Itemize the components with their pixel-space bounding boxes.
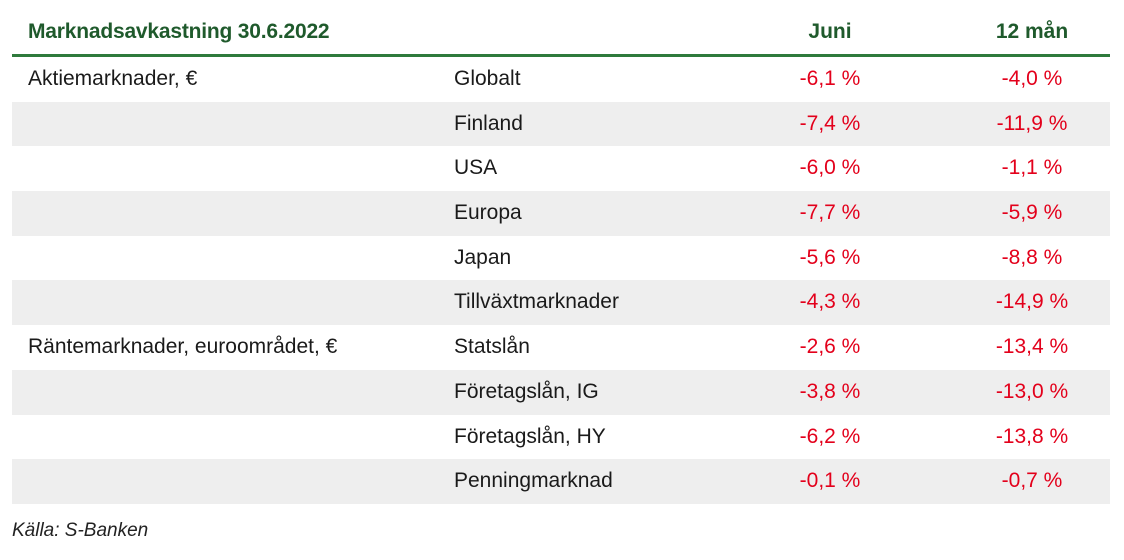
value-12-man: -0,7 % xyxy=(1001,469,1063,493)
table-row: Japan -5,6 % -8,8 % xyxy=(12,236,1110,281)
table-header: Marknadsavkastning 30.6.2022 Juni 12 mån xyxy=(12,12,1110,57)
value-juni: -3,8 % xyxy=(799,379,861,403)
value-12-man: -11,9 % xyxy=(996,111,1068,135)
row-label: Japan xyxy=(454,245,512,269)
value-12-man: -13,8 % xyxy=(995,424,1069,448)
column-header-juni: Juni xyxy=(808,20,852,43)
column-header-12-man: 12 mån xyxy=(995,20,1069,43)
table-row: USA -6,0 % -1,1 % xyxy=(12,146,1110,191)
table-row: Räntemarknader, euroområdet, € Statslån -2… xyxy=(12,325,1110,370)
value-12-man: -13,0 % xyxy=(995,379,1069,403)
value-12-man: -4,0 % xyxy=(1001,67,1063,90)
value-juni: -7,4 % xyxy=(799,111,861,135)
row-category: Aktiemarknader, € xyxy=(28,67,198,90)
value-juni: -7,7 % xyxy=(799,201,861,225)
value-12-man: -13,4 % xyxy=(995,335,1069,359)
value-juni: -4,3 % xyxy=(799,290,861,314)
table-row: Europa -7,7 % -5,9 % xyxy=(12,191,1110,236)
value-juni: -6,2 % xyxy=(799,424,861,448)
table-body: Aktiemarknader, € Globalt -6,1 % -4,0 % Finl… xyxy=(12,57,1110,504)
row-label: Globalt xyxy=(454,67,521,90)
value-juni: -2,6 % xyxy=(799,335,861,359)
row-label: USA xyxy=(454,156,498,180)
value-juni: -6,1 % xyxy=(799,67,861,90)
value-juni: -6,0 % xyxy=(799,156,861,180)
row-label: Penningmarknad xyxy=(454,469,613,493)
row-label: Tillväxtmarknader xyxy=(454,290,619,314)
row-label: Europa xyxy=(454,201,522,225)
table-title: Marknadsavkastning 30.6.2022 xyxy=(28,20,330,43)
value-12-man: -5,9 % xyxy=(1001,201,1063,225)
value-12-man: -14,9 % xyxy=(995,290,1069,314)
value-12-man: -8,8 % xyxy=(1001,245,1063,269)
value-juni: -0,1 % xyxy=(799,469,861,493)
table-row: Aktiemarknader, € Globalt -6,1 % -4,0 % xyxy=(12,57,1110,102)
table-row: Tillväxtmarknader -4,3 % -14,9 % xyxy=(12,280,1110,326)
market-returns-table: Marknadsavkastning 30.6.2022 Juni 12 mån… xyxy=(12,12,1110,504)
value-juni: -5,6 % xyxy=(799,245,861,269)
table-row: Företagslån, IG -3,8 % -13,0 % xyxy=(12,369,1110,415)
row-label: Företagslån, HY xyxy=(454,424,606,448)
source-note: Källa: S-Banken xyxy=(12,520,149,541)
row-label: Finland xyxy=(454,111,523,135)
table-row: Finland -7,4 % -11,9 % xyxy=(12,101,1110,147)
row-label: Företagslån, IG xyxy=(454,379,599,403)
table-row: Företagslån, HY -6,2 % -13,8 % xyxy=(12,415,1110,460)
table-row: Penningmarknad -0,1 % -0,7 % xyxy=(12,459,1110,504)
row-category: Räntemarknader, euroområdet, € xyxy=(28,335,338,359)
row-label: Statslån xyxy=(454,335,530,359)
value-12-man: -1,1 % xyxy=(1001,156,1063,180)
